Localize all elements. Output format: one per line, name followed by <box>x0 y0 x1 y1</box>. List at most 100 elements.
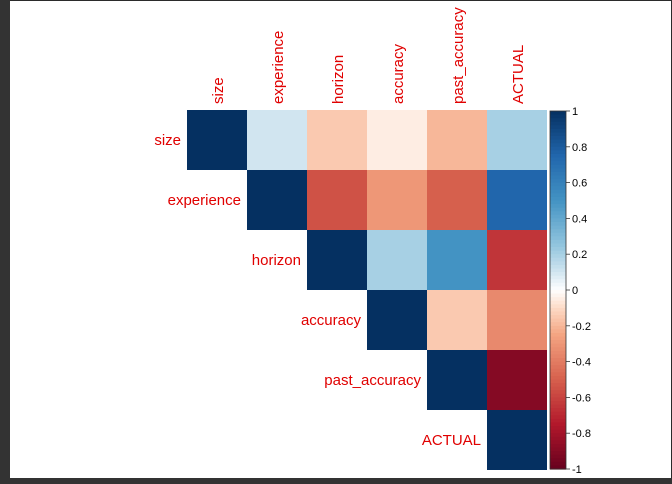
window-bottom-border <box>0 478 672 484</box>
colorbar-segment <box>550 451 566 456</box>
column-label-accuracy: accuracy <box>390 43 407 104</box>
cell-accuracy-actual <box>487 290 547 350</box>
colorbar-segment <box>550 193 566 198</box>
colorbar-segment <box>550 454 566 459</box>
colorbar-segment <box>550 139 566 144</box>
cell-horizon-past-accuracy <box>427 230 487 290</box>
colorbar-segment <box>550 182 566 187</box>
colorbar-segment <box>550 386 566 391</box>
colorbar-segment <box>550 279 566 284</box>
colorbar-segment <box>550 322 566 327</box>
colorbar-segment <box>550 404 566 409</box>
colorbar-tick-label: -0.4 <box>572 357 591 369</box>
colorbar-segment <box>550 332 566 338</box>
colorbar-segment <box>550 361 566 366</box>
colorbar-segment <box>550 408 566 413</box>
colorbar-segment <box>550 179 566 184</box>
colorbar-segment <box>550 125 566 130</box>
colorbar-tick-label: -0.2 <box>572 321 591 333</box>
colorbar-segment <box>550 390 566 395</box>
colorbar-segment <box>550 171 566 177</box>
colorbar-segment <box>550 204 566 209</box>
colorbar-segment <box>550 132 566 137</box>
row-label-horizon: horizon <box>252 252 301 269</box>
cell-experience-past-accuracy <box>427 170 487 230</box>
colorbar-segment <box>550 325 566 330</box>
colorbar-segment <box>550 429 566 434</box>
colorbar-segment <box>550 340 566 345</box>
colorbar-segment <box>550 300 566 305</box>
colorbar-segment <box>550 211 566 216</box>
colorbar-segment <box>550 461 566 467</box>
cell-size-size <box>187 110 247 170</box>
column-label-actual: ACTUAL <box>510 45 527 104</box>
colorbar-segment <box>550 411 566 416</box>
column-label-experience: experience <box>270 31 287 104</box>
colorbar-segment <box>550 264 566 270</box>
colorbar-segment <box>550 200 566 205</box>
colorbar-segment <box>550 229 566 234</box>
colorbar-segment <box>550 164 566 169</box>
colorbar-segment <box>550 136 566 141</box>
cell-experience-actual <box>487 170 547 230</box>
colorbar-segment <box>550 343 566 348</box>
colorbar-segment <box>550 114 566 119</box>
window-left-border <box>0 0 10 484</box>
colorbar-segment <box>550 221 566 227</box>
colorbar-segment <box>550 275 566 280</box>
colorbar-segment <box>550 415 566 420</box>
column-labels: size experience horizon accuracy past_accura… <box>210 7 527 104</box>
colorbar-segment <box>550 239 566 245</box>
cell-horizon-horizon <box>307 230 367 290</box>
colorbar-segment <box>550 458 566 463</box>
colorbar-segment <box>550 232 566 237</box>
row-labels: size experience horizon accuracy past_accura… <box>154 132 481 449</box>
colorbar-segment <box>550 146 566 151</box>
colorbar-segment <box>550 418 566 424</box>
colorbar-segment <box>550 261 566 266</box>
cell-experience-experience <box>247 170 307 230</box>
colorbar-segment <box>550 121 566 126</box>
row-label-accuracy: accuracy <box>301 312 362 329</box>
colorbar-segment <box>550 397 566 402</box>
column-label-size: size <box>210 77 227 104</box>
colorbar-segment <box>550 358 566 363</box>
colorbar-segment <box>550 426 566 431</box>
colorbar-segment <box>550 218 566 223</box>
colorbar-segment <box>550 375 566 381</box>
cell-experience-accuracy <box>367 170 427 230</box>
colorbar-segment <box>550 307 566 313</box>
correlation-cells <box>187 110 547 470</box>
colorbar-segment <box>550 379 566 384</box>
colorbar-segment <box>550 214 566 219</box>
colorbar-segment <box>550 436 566 441</box>
colorbar-segment <box>550 393 566 398</box>
colorbar-segment <box>550 311 566 316</box>
colorbar-segment <box>550 365 566 370</box>
row-label-past-accuracy: past_accuracy <box>324 372 421 389</box>
cell-size-past-accuracy <box>427 110 487 170</box>
cell-experience-horizon <box>307 170 367 230</box>
colorbar-segment <box>550 143 566 148</box>
column-label-past-accuracy: past_accuracy <box>450 7 467 104</box>
colorbar-segment <box>550 268 566 273</box>
colorbar-segment <box>550 247 566 252</box>
colorbar-tick-label: 1 <box>572 106 578 118</box>
row-label-actual: ACTUAL <box>422 432 481 449</box>
row-label-size: size <box>154 132 181 149</box>
colorbar-segment <box>550 433 566 438</box>
colorbar-segment <box>550 196 566 202</box>
cell-accuracy-past-accuracy <box>427 290 487 350</box>
colorbar-segment <box>550 422 566 427</box>
cell-past-accuracy-actual <box>487 350 547 410</box>
colorbar-ticks: 1 0.8 0.6 0.4 0.2 0 -0.2 -0.4 -0.6 -0.8 -1 <box>566 106 591 476</box>
colorbar-segment <box>550 250 566 255</box>
colorbar-segment <box>550 254 566 259</box>
colorbar-segment <box>550 286 566 291</box>
cell-actual-actual <box>487 410 547 470</box>
colorbar-segment <box>550 304 566 309</box>
cell-horizon-accuracy <box>367 230 427 290</box>
colorbar-segment <box>550 186 566 191</box>
colorbar-segment <box>550 150 566 155</box>
cell-size-accuracy <box>367 110 427 170</box>
